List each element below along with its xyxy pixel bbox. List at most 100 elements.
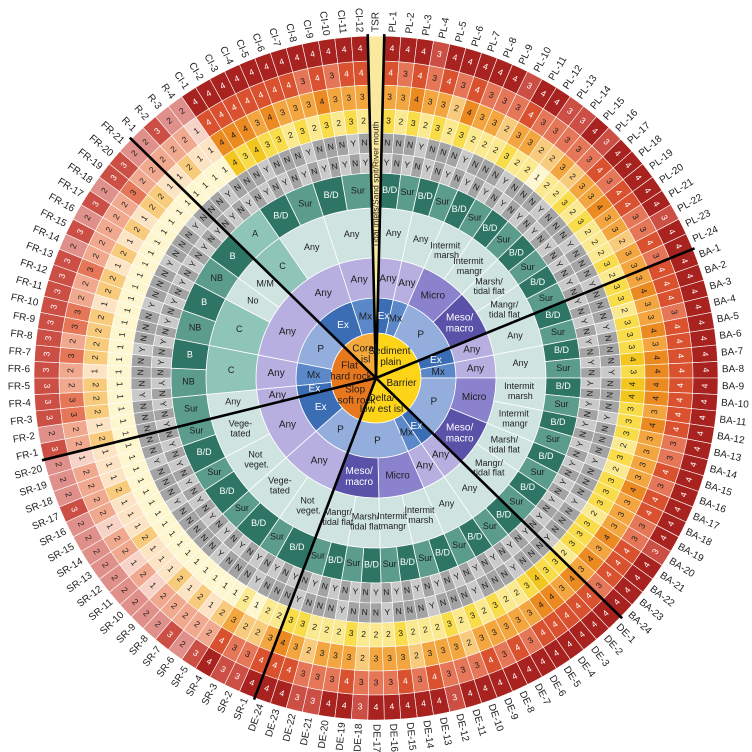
- score-label: 4: [552, 96, 562, 107]
- yn-label: Y: [535, 204, 546, 215]
- score-label: 4: [585, 553, 596, 563]
- score-label: 3: [67, 397, 77, 403]
- yn-label: N: [383, 587, 390, 597]
- score-label: 1: [153, 509, 164, 519]
- leaf-label: BA-16: [698, 496, 728, 516]
- yn-label: N: [562, 468, 574, 478]
- class-label: P: [431, 396, 438, 407]
- score-label: 3: [62, 257, 73, 265]
- class-label: C: [236, 324, 243, 334]
- score-label: 3: [244, 648, 253, 659]
- score-label: 4: [481, 683, 489, 694]
- score-label: 3: [669, 309, 680, 316]
- score-label: 2: [47, 430, 58, 437]
- group-divider: [375, 377, 624, 620]
- class-label: Ex: [410, 420, 422, 431]
- yn-label: Y: [601, 323, 612, 331]
- leaf-label: DE-19: [335, 721, 349, 751]
- score-label: 4: [648, 327, 659, 334]
- score-label: 4: [651, 199, 662, 209]
- score-label: 3: [229, 614, 238, 625]
- score-label: 4: [452, 52, 459, 63]
- yn-label: N: [506, 204, 517, 216]
- leaf-label: FR-6: [8, 364, 31, 376]
- yn-label: Y: [508, 562, 519, 574]
- score-label: 3: [557, 582, 567, 593]
- score-label: 3: [299, 125, 307, 136]
- score-label: 4: [279, 637, 287, 648]
- yn-label: N: [178, 468, 190, 478]
- score-label: 1: [211, 572, 221, 583]
- yn-label: N: [439, 146, 448, 157]
- yn-label: N: [527, 196, 538, 208]
- score-label: 1: [77, 454, 88, 461]
- class-label: Not veget.: [244, 450, 269, 470]
- yn-label: Y: [352, 586, 359, 597]
- score-label: 4: [652, 355, 662, 361]
- score-label: 4: [526, 109, 535, 120]
- score-label: 4: [531, 572, 541, 583]
- yn-label: Y: [262, 163, 272, 175]
- yn-label: N: [159, 269, 171, 279]
- score-label: 4: [319, 96, 326, 107]
- yn-label: N: [316, 600, 324, 611]
- score-label: 1: [183, 547, 194, 557]
- leaf-label: FR-11: [15, 275, 44, 293]
- score-label: 1: [185, 582, 195, 593]
- leaf-label: BA-2: [703, 259, 728, 276]
- score-label: 4: [665, 519, 676, 528]
- class-label: Sur: [435, 197, 449, 207]
- score-label: 3: [487, 89, 495, 100]
- yn-label: N: [305, 597, 314, 608]
- score-label: 1: [195, 153, 205, 164]
- class-label: Any: [467, 363, 484, 374]
- score-label: 1: [152, 237, 163, 247]
- score-label: 4: [595, 165, 606, 175]
- score-label: 2: [178, 639, 188, 650]
- yn-label: N: [596, 435, 607, 444]
- score-label: 4: [696, 319, 707, 326]
- yn-label: N: [423, 580, 431, 591]
- yn-label: N: [207, 540, 218, 551]
- score-label: 4: [689, 288, 700, 295]
- score-label: 3: [427, 96, 434, 107]
- yn-label: N: [490, 169, 500, 181]
- yn-label: N: [584, 390, 594, 397]
- yn-label: Y: [384, 607, 390, 617]
- yn-label: Y: [212, 225, 223, 236]
- class-label: Sur: [418, 553, 432, 563]
- score-label: 3: [526, 137, 536, 148]
- score-label: 4: [285, 79, 293, 90]
- yn-label: N: [540, 503, 552, 514]
- yn-label: N: [603, 403, 614, 410]
- class-label: Sur: [509, 497, 523, 507]
- class-label: P: [374, 435, 381, 446]
- leaf-label: CI-4: [217, 45, 235, 67]
- yn-label: Y: [272, 562, 282, 574]
- score-label: 4: [233, 73, 242, 84]
- score-label: 4: [551, 647, 561, 658]
- score-label: 1: [94, 422, 105, 429]
- score-label: 3: [600, 487, 611, 496]
- score-label: 3: [253, 117, 262, 128]
- yn-label: Y: [291, 571, 300, 583]
- score-label: 1: [252, 599, 261, 610]
- yn-label: N: [350, 606, 357, 617]
- score-label: 2: [96, 238, 107, 247]
- yn-label: Y: [171, 497, 183, 507]
- class-label: Intermit mangr: [499, 409, 532, 429]
- yn-label: Y: [602, 413, 613, 421]
- score-label: 2: [192, 619, 202, 630]
- class-label: Meso/macro: [345, 466, 373, 488]
- score-label: 3: [577, 181, 588, 191]
- score-label: 2: [596, 248, 607, 257]
- yn-label: N: [242, 568, 253, 580]
- score-label: 3: [478, 632, 486, 643]
- score-label: 4: [688, 461, 699, 468]
- yn-label: N: [606, 357, 616, 364]
- class-label: B: [201, 297, 207, 307]
- yn-label: N: [433, 166, 442, 177]
- class-label: Vege-tated: [268, 476, 292, 496]
- leaf-label: FR-3: [10, 414, 34, 428]
- score-label: 1: [120, 430, 131, 437]
